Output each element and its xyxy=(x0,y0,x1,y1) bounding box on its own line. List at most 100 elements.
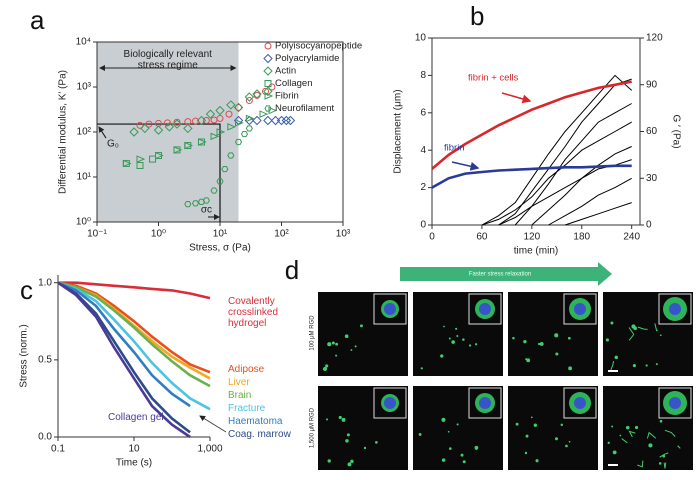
marker xyxy=(155,151,164,160)
series-line xyxy=(564,202,632,226)
y-tick-label: 10⁴ xyxy=(76,37,91,48)
legend-label-box: Fracture xyxy=(228,403,265,414)
inset-nucleus xyxy=(384,303,396,315)
panel-label: d xyxy=(285,255,299,285)
series-label: fibrin + cells xyxy=(468,73,519,84)
cell-dot xyxy=(523,339,527,344)
series-line xyxy=(514,103,632,226)
panel-label: b xyxy=(470,1,484,31)
cell-dot xyxy=(625,425,630,430)
cell-dot xyxy=(515,422,519,426)
scale-bar xyxy=(608,464,618,466)
cell-dot xyxy=(325,418,329,421)
cell-dot xyxy=(539,342,544,346)
cell-dot xyxy=(420,367,423,370)
marker xyxy=(210,187,218,194)
y-tick-label: 0 xyxy=(420,220,426,231)
legend-label-box: Haematoma xyxy=(228,416,282,427)
cell-dot xyxy=(633,326,637,331)
series-line xyxy=(481,121,632,226)
cell-dot xyxy=(325,364,329,368)
x-tick-label: 0 xyxy=(429,232,435,243)
marker xyxy=(202,117,210,125)
marker xyxy=(245,125,253,132)
x-tick-label: 10¹ xyxy=(213,229,228,240)
marker xyxy=(259,110,269,118)
cell-dot xyxy=(350,459,354,464)
legend-label-box: Covalently crosslinked hydrogel xyxy=(228,296,278,329)
cell-spread xyxy=(663,462,667,469)
cell-spread xyxy=(664,429,676,437)
y2-axis-label: G ′ (Pa) xyxy=(670,114,681,148)
cell-dot xyxy=(456,335,459,338)
marker xyxy=(205,109,216,119)
crosshair-x-label: σc xyxy=(201,205,212,216)
marker xyxy=(216,178,224,185)
series-label: fibrin xyxy=(444,143,465,154)
marker xyxy=(197,138,207,146)
cell-spread xyxy=(637,326,648,330)
cell-dot xyxy=(632,364,636,368)
series-line xyxy=(57,281,211,374)
series-line xyxy=(431,164,632,189)
marker xyxy=(263,66,273,76)
marker xyxy=(233,102,244,113)
marker xyxy=(173,118,181,126)
x-axis-label: Time (s) xyxy=(116,458,152,469)
cell-dot xyxy=(659,419,663,423)
cell-dot xyxy=(619,434,622,437)
cell-dot xyxy=(607,441,610,445)
cell-dot xyxy=(460,453,464,457)
x-tick-label: 1,000 xyxy=(197,444,222,455)
cell-dot xyxy=(610,321,614,325)
cell-dot xyxy=(462,338,465,341)
row-label: 1,500 μM RGD xyxy=(310,407,316,448)
cell-dot xyxy=(659,334,662,337)
cell-spread xyxy=(646,431,657,439)
cell-dot xyxy=(418,433,422,436)
crosshair-y-label: G₀ xyxy=(107,139,119,150)
cell-dot xyxy=(441,458,446,462)
marker xyxy=(226,100,236,110)
cell-spread xyxy=(628,327,635,341)
x-tick-label: 120 xyxy=(523,232,540,243)
cell-dot xyxy=(525,434,529,438)
legend-label: Fibrin xyxy=(275,91,299,102)
legend-label: Collagen gel xyxy=(108,412,164,423)
marker xyxy=(263,53,273,64)
series-line xyxy=(481,74,633,226)
marker xyxy=(216,114,224,122)
x-tick-label: 240 xyxy=(623,232,640,243)
scale-bar xyxy=(608,370,618,372)
cell-dot xyxy=(375,441,378,444)
cell-dot xyxy=(535,459,539,463)
y-tick-label: 1.0 xyxy=(38,277,52,288)
legend-label: Polyisocyanopeptide xyxy=(275,41,362,52)
y-axis-label: Stress (norm.) xyxy=(19,324,30,387)
marker xyxy=(263,115,273,126)
y-tick-label: 0.5 xyxy=(38,354,52,365)
legend-label: Brain xyxy=(228,390,252,401)
cell-dot xyxy=(455,327,458,330)
x-tick-label: 10⁰ xyxy=(151,229,166,240)
inset-nucleus xyxy=(479,303,491,315)
cell-dot xyxy=(345,439,349,443)
series-line xyxy=(57,281,191,434)
marker xyxy=(136,121,144,129)
label-arrow xyxy=(98,126,107,139)
cell-dot xyxy=(331,341,335,345)
cell-dot xyxy=(447,430,450,433)
cell-dot xyxy=(322,366,328,372)
series-line xyxy=(57,281,191,439)
inset-nucleus xyxy=(669,397,681,409)
marker xyxy=(145,120,153,128)
cell-dot xyxy=(346,433,350,437)
y-axis-label: Differential modulus, K′ (Pa) xyxy=(58,70,69,194)
cell-dot xyxy=(614,355,618,360)
cell-dot xyxy=(512,336,515,340)
marker xyxy=(140,123,150,134)
marker xyxy=(227,152,235,159)
cell-dot xyxy=(354,345,357,348)
series-line xyxy=(57,281,211,388)
marker xyxy=(252,115,262,126)
